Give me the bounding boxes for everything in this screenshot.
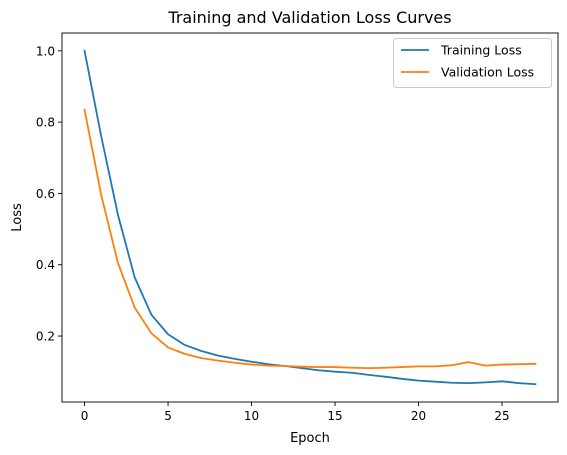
x-tick-label: 0 [81,409,89,423]
plot-area: 0 5 10 15 20 25 0.2 0.4 0.6 0.8 1.0 [36,44,537,423]
training-loss-line [83,49,537,386]
y-tick-label: 0.6 [36,187,55,201]
x-tick-label: 25 [494,409,509,423]
legend-label-validation: Validation Loss [441,65,534,80]
legend: Training Loss Validation Loss [393,38,552,88]
legend-box [393,38,552,88]
y-tick-label: 0.8 [36,116,55,130]
legend-label-training: Training Loss [440,43,522,58]
validation-loss-line [83,108,537,370]
x-axis-label: Epoch [290,431,330,446]
x-tick-label: 5 [164,409,172,423]
y-tick-label: 0.2 [36,330,55,344]
axes-frame [61,32,559,403]
y-tick-label: 1.0 [36,44,55,58]
x-tick-label: 10 [244,409,259,423]
chart-title: Training and Validation Loss Curves [167,8,451,27]
y-tick-label: 0.4 [36,258,55,272]
x-tick-label: 15 [327,409,342,423]
y-axis-label: Loss [10,203,25,232]
x-tick-label: 20 [411,409,426,423]
